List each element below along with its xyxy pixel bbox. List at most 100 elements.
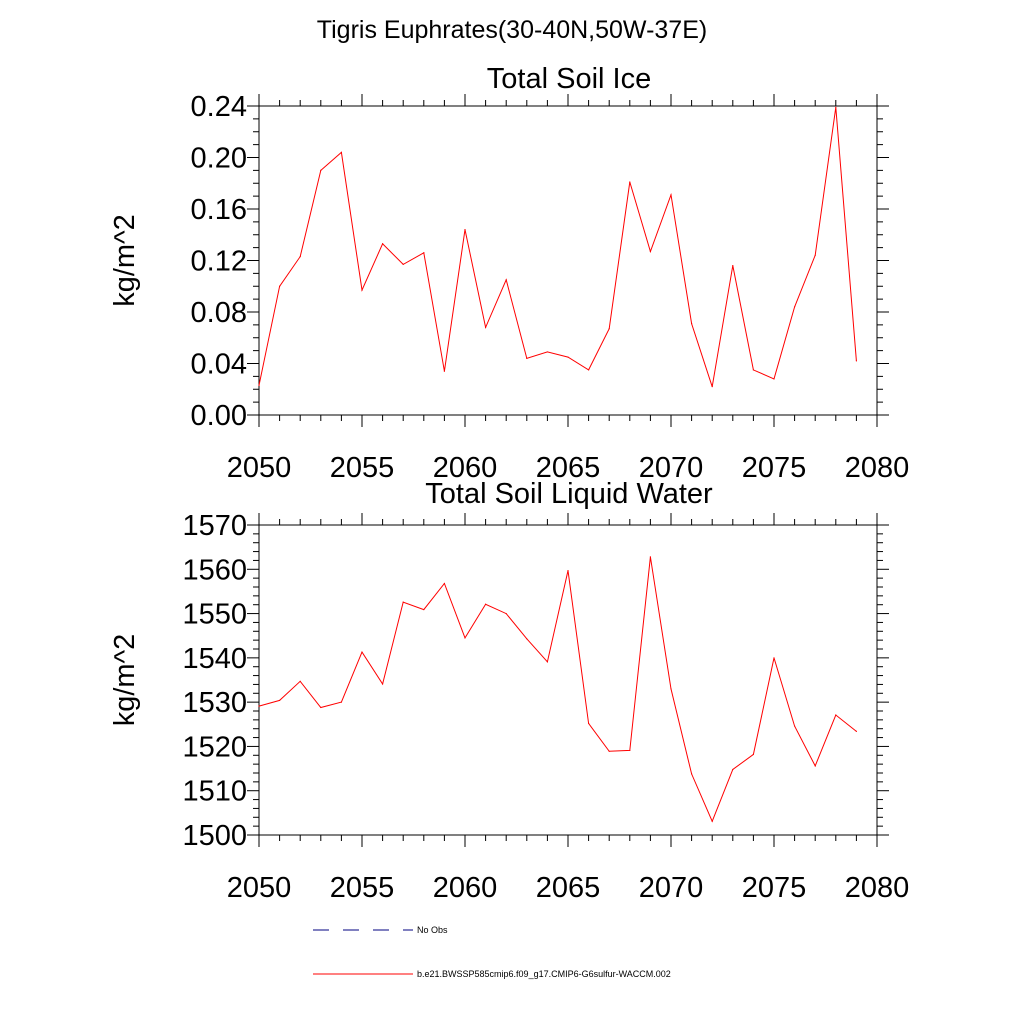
x-tick-label: 2080 bbox=[845, 872, 910, 904]
data-point bbox=[773, 378, 775, 380]
data-point bbox=[546, 661, 549, 663]
y-axis-label: kg/m^2 bbox=[109, 634, 141, 727]
y-tick-label: 0.24 bbox=[191, 91, 247, 123]
x-tick-label: 2075 bbox=[742, 452, 807, 484]
data-point bbox=[443, 582, 445, 585]
series-line bbox=[258, 107, 857, 387]
data-point bbox=[340, 151, 342, 153]
y-tick-label: 1570 bbox=[182, 510, 247, 542]
data-point bbox=[299, 680, 301, 682]
x-tick-label: 2050 bbox=[227, 872, 292, 904]
legend-label: No Obs bbox=[417, 925, 448, 935]
data-point bbox=[299, 256, 301, 258]
data-point bbox=[258, 705, 260, 707]
data-point bbox=[711, 820, 713, 822]
data-point bbox=[382, 243, 384, 245]
data-point bbox=[567, 356, 569, 358]
x-tick-label: 2060 bbox=[433, 452, 498, 484]
data-point bbox=[649, 250, 652, 253]
y-tick-label: 1510 bbox=[182, 776, 247, 808]
data-point bbox=[443, 370, 445, 372]
data-point bbox=[814, 254, 816, 256]
y-tick-label: 1540 bbox=[182, 643, 247, 675]
plot-frame bbox=[258, 105, 878, 416]
data-point bbox=[794, 725, 796, 727]
y-tick-label: 1530 bbox=[182, 687, 247, 719]
x-tick-label: 2055 bbox=[330, 452, 395, 484]
y-tick-label: 0.12 bbox=[191, 246, 247, 278]
y-tick-label: 0.04 bbox=[191, 349, 247, 381]
y-tick-label: 1550 bbox=[182, 599, 247, 631]
data-point bbox=[505, 279, 507, 281]
data-point bbox=[402, 601, 404, 603]
data-point bbox=[382, 683, 384, 685]
data-point bbox=[629, 749, 631, 752]
x-tick-label: 2080 bbox=[845, 452, 910, 484]
data-point bbox=[711, 386, 713, 388]
data-point bbox=[526, 638, 528, 640]
data-point bbox=[279, 285, 281, 287]
data-point bbox=[588, 722, 590, 725]
data-point bbox=[567, 570, 569, 572]
data-point bbox=[505, 612, 507, 615]
data-point bbox=[835, 714, 837, 716]
y-tick-label: 1500 bbox=[182, 820, 247, 852]
y-tick-label: 0.08 bbox=[191, 297, 247, 329]
legend-label: b.e21.BWSSP585cmip6.f09_g17.CMIP6-G6sulf… bbox=[417, 969, 671, 979]
y-tick-label: 0.16 bbox=[191, 194, 247, 226]
data-point bbox=[794, 306, 796, 308]
data-point bbox=[835, 106, 837, 108]
panel-title: Total Soil Liquid Water bbox=[425, 478, 713, 510]
panel-total-soil-ice: Total Soil Ice 2050 2055 2060 2065 2070 2075 20… bbox=[109, 63, 909, 484]
y-axis-label: kg/m^2 bbox=[109, 214, 141, 307]
panel-title: Total Soil Ice bbox=[487, 63, 651, 95]
data-point bbox=[608, 328, 610, 330]
data-point bbox=[340, 701, 342, 703]
series-line bbox=[258, 556, 857, 823]
figure-title: Tigris Euphrates(30-40N,50W-37E) bbox=[316, 16, 708, 44]
data-point bbox=[773, 657, 775, 659]
data-point bbox=[732, 768, 734, 771]
data-point bbox=[588, 369, 590, 371]
data-point bbox=[485, 326, 487, 329]
data-point bbox=[546, 351, 549, 353]
y-tick-label: 0.00 bbox=[191, 400, 247, 432]
data-point bbox=[361, 651, 363, 653]
panel-total-soil-liquid-water: Total Soil Liquid Water 2050 2055 2060 2065 2… bbox=[109, 478, 909, 904]
data-point bbox=[691, 773, 693, 775]
y-tick-label: 1520 bbox=[182, 731, 247, 763]
data-point bbox=[752, 369, 755, 371]
x-tick-label: 2070 bbox=[639, 452, 704, 484]
data-point bbox=[855, 730, 858, 732]
x-tick-label: 2065 bbox=[536, 452, 601, 484]
legend: No Obs b.e21.BWSSP585cmip6.f09_g17.CMIP6-… bbox=[313, 925, 671, 979]
data-point bbox=[320, 169, 322, 171]
data-point bbox=[361, 289, 363, 291]
x-tick-label: 2055 bbox=[330, 872, 395, 904]
data-point bbox=[464, 637, 466, 639]
data-point bbox=[258, 384, 260, 386]
x-tick-label: 2075 bbox=[742, 872, 807, 904]
data-point bbox=[320, 706, 322, 709]
data-point bbox=[732, 265, 734, 267]
data-point bbox=[402, 263, 404, 265]
data-point bbox=[752, 753, 755, 756]
data-point bbox=[423, 252, 425, 254]
data-point bbox=[423, 608, 425, 611]
data-point bbox=[608, 750, 610, 752]
data-point bbox=[629, 181, 631, 183]
data-point bbox=[855, 360, 858, 362]
data-point bbox=[649, 556, 652, 558]
x-tick-label: 2070 bbox=[639, 872, 704, 904]
data-point bbox=[279, 699, 281, 701]
data-point bbox=[670, 194, 672, 196]
data-point bbox=[814, 765, 816, 767]
data-point bbox=[670, 688, 672, 690]
data-point bbox=[485, 603, 487, 605]
x-tick-label: 2050 bbox=[227, 452, 292, 484]
y-tick-label: 0.20 bbox=[191, 143, 247, 175]
data-point bbox=[464, 229, 466, 231]
x-tick-label: 2060 bbox=[433, 872, 498, 904]
data-point bbox=[526, 357, 528, 359]
